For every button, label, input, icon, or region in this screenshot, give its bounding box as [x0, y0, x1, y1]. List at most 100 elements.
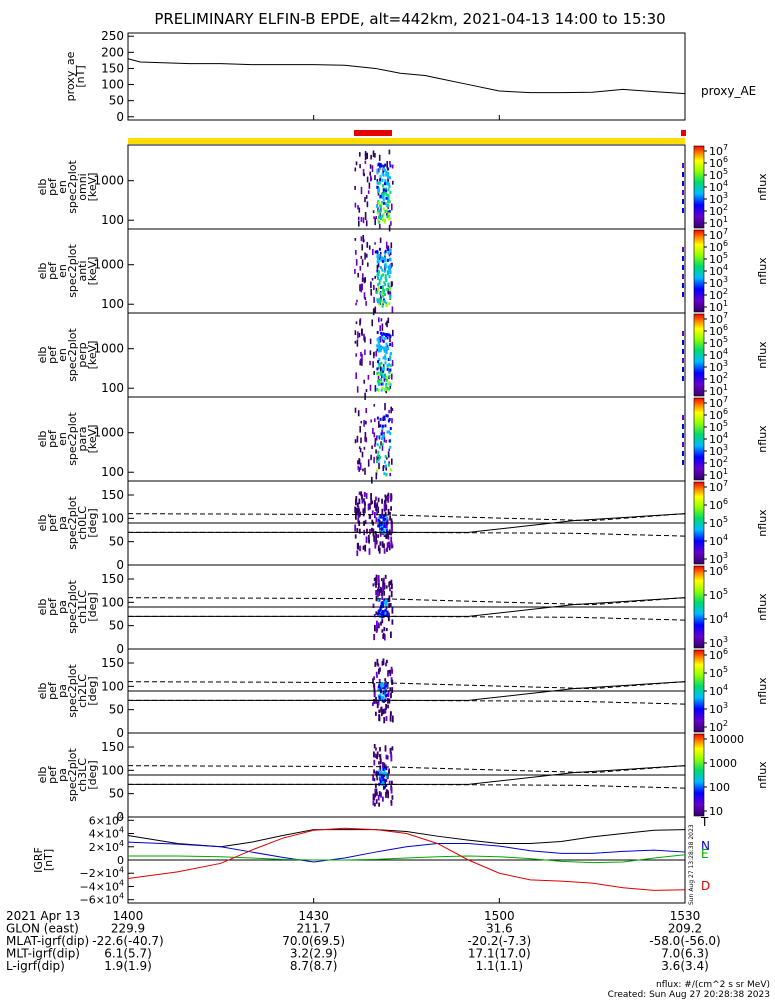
spec-pixel [357, 331, 359, 339]
colorbar-label: nflux [756, 761, 769, 789]
spec-pixel [388, 275, 391, 279]
energy-spectrogram [354, 317, 684, 400]
ylabel-line: pef [46, 681, 59, 700]
spec-pixel [382, 610, 385, 614]
spec-pixel [382, 294, 385, 298]
colorbar-label: nflux [756, 173, 769, 201]
spec-pixel [382, 168, 384, 176]
spec-pixel [389, 264, 392, 268]
spec-pixel [391, 606, 394, 614]
spec-pixel [389, 687, 392, 692]
spec-pixel [366, 201, 369, 208]
spec-pixel [682, 424, 684, 429]
spec-pixel [388, 531, 391, 536]
spec-pixel [388, 409, 390, 414]
spec-pixel [380, 602, 383, 606]
spec-pixel [378, 678, 381, 684]
spec-pixel [388, 698, 391, 704]
spec-pixel [360, 236, 363, 241]
spec-pixel [379, 765, 382, 773]
spec-pixel [374, 499, 376, 507]
spec-pixel [377, 288, 380, 292]
ytick-label: 1000 [93, 258, 124, 272]
spec-pixel [374, 793, 377, 798]
spec-pixel [387, 495, 390, 503]
spec-pixel [386, 287, 389, 291]
spec-pixel [374, 443, 376, 447]
spec-pixel [379, 349, 382, 353]
spec-pixel [368, 548, 371, 555]
spec-pixel [360, 186, 363, 195]
ylabel-line: proxy_ae [64, 51, 77, 101]
ylabel-line: elb [36, 515, 49, 532]
spec-pixel [362, 217, 365, 224]
spec-pixel [355, 496, 358, 503]
spec-pixel [374, 542, 377, 549]
spec-pixel [383, 375, 386, 379]
spec-pixel [388, 545, 391, 551]
ylabel-line: elb [36, 263, 49, 280]
spec-pixel [389, 711, 392, 716]
spec-pixel [386, 682, 389, 689]
colorbar-label: nflux [756, 509, 769, 537]
spec-pixel [378, 589, 381, 596]
spec-pixel [384, 766, 387, 770]
spec-pixel [389, 432, 392, 436]
spec-pixel [376, 508, 378, 516]
spec-pixel [682, 190, 684, 195]
spec-pixel [388, 387, 391, 391]
ylabel-line: elb [36, 599, 49, 616]
spec-pixel [359, 360, 361, 366]
spec-pixel [373, 614, 376, 618]
spec-pixel [385, 783, 388, 787]
ylabel-line: [deg] [86, 508, 99, 537]
science-zone-bars [128, 130, 686, 144]
spec-pixel [381, 336, 384, 339]
colorbar [693, 649, 705, 733]
spec-pixel [378, 382, 380, 386]
spec-pixel [379, 178, 382, 182]
spec-pixel [375, 788, 378, 793]
spec-pixel [384, 496, 387, 502]
spec-pixel [388, 461, 390, 466]
spec-pixel [379, 608, 382, 612]
spec-pixel [390, 406, 392, 414]
spec-pixel [365, 408, 367, 414]
spec-pixel [383, 191, 386, 195]
spec-pixel [381, 508, 384, 516]
spec-pixel [387, 175, 389, 179]
spec-pixel [379, 325, 381, 332]
spec-pixel [377, 699, 380, 706]
spec-pixel [377, 524, 380, 528]
spec-pixel [382, 184, 385, 187]
spec-pixel [386, 333, 389, 336]
spec-pixel [377, 598, 380, 602]
spec-pixel [380, 523, 383, 527]
spec-pixel [384, 259, 387, 263]
spec-pixel [369, 338, 372, 345]
spec-pixel [384, 745, 387, 752]
spec-pixel [386, 612, 388, 616]
spec-pixel [382, 709, 385, 715]
spec-pixel [382, 774, 385, 778]
ytick-label: 100 [101, 465, 124, 479]
spec-pixel [387, 251, 390, 255]
spec-pixel [384, 293, 386, 297]
ylabel-line: en [56, 180, 69, 194]
spec-pixel [377, 373, 380, 376]
spec-pixel [368, 182, 371, 189]
colorbar-tick-label: 106 [709, 563, 728, 578]
spec-pixel [375, 449, 377, 454]
spec-pixel [359, 319, 361, 326]
spec-pixel [389, 176, 391, 180]
ylabel-line: spec2plot [66, 580, 79, 634]
spec-pixel [389, 296, 392, 300]
spec-pixel [391, 619, 394, 625]
ylabel-line: elb [36, 347, 49, 364]
colorbar-tick-label: 107 [709, 227, 728, 242]
spec-pixel [372, 603, 375, 609]
spec-pixel [386, 203, 389, 207]
science-zone-bar [128, 138, 685, 144]
spec-pixel [379, 380, 382, 384]
spec-pixel [385, 534, 388, 538]
